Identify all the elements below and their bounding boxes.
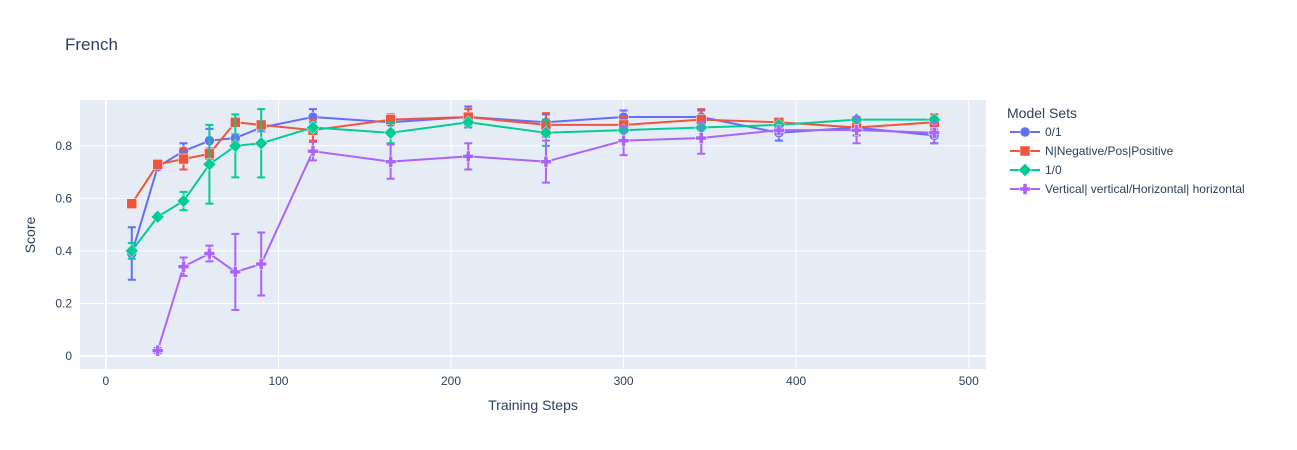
data-point[interactable] <box>126 198 138 209</box>
data-point[interactable] <box>850 124 863 136</box>
data-point[interactable] <box>229 266 242 278</box>
legend-item[interactable]: Vertical| vertical/Horizontal| horizonta… <box>1010 182 1245 196</box>
data-point[interactable] <box>307 145 319 157</box>
x-tick-label: 0 <box>103 374 110 388</box>
series-2 <box>124 108 942 260</box>
x-tick-label: 200 <box>441 374 461 388</box>
legend-label: Vertical| vertical/Horizontal| horizonta… <box>1045 182 1245 196</box>
legend-marker[interactable] <box>1019 126 1031 138</box>
data-point[interactable] <box>255 258 267 270</box>
y-tick-label: 0 <box>65 349 72 363</box>
y-tick-label: 0.4 <box>55 244 72 258</box>
legend: 0/1 N|Negative/Pos|Positive 1/0 Vertical| v… <box>1010 125 1245 196</box>
legend-label: 1/0 <box>1045 163 1062 177</box>
legend-item[interactable]: 1/0 <box>1010 163 1062 177</box>
data-point[interactable] <box>203 247 216 260</box>
data-point[interactable] <box>540 155 552 168</box>
legend-label: N|Negative/Pos|Positive <box>1045 144 1174 158</box>
data-point[interactable] <box>539 125 553 140</box>
y-tick-label: 0.8 <box>55 139 72 153</box>
y-tick-label: 0.2 <box>55 296 72 310</box>
legend-marker[interactable] <box>1018 163 1032 177</box>
data-point[interactable] <box>254 136 269 151</box>
legend-title: Model Sets <box>1007 105 1077 121</box>
data-point[interactable] <box>617 134 630 147</box>
series-line <box>156 129 935 351</box>
data-point[interactable] <box>152 159 163 170</box>
data-point[interactable] <box>461 115 476 130</box>
series-3 <box>151 116 940 357</box>
legend-marker[interactable] <box>1019 183 1031 195</box>
data-point[interactable] <box>306 120 320 135</box>
data-point[interactable] <box>384 155 397 168</box>
x-tick-label: 400 <box>786 374 806 388</box>
y-axis-ticks: 0 0.2 0.4 0.6 0.8 <box>55 139 72 363</box>
legend-marker[interactable] <box>1019 145 1031 157</box>
data-point[interactable] <box>150 209 165 224</box>
legend-item[interactable]: 0/1 <box>1010 125 1062 139</box>
x-tick-label: 500 <box>959 374 979 388</box>
data-point[interactable] <box>202 157 217 172</box>
data-point[interactable] <box>228 139 243 153</box>
x-tick-label: 100 <box>268 374 288 388</box>
gridlines <box>80 100 986 369</box>
chart-title: French <box>65 35 118 54</box>
x-axis-ticks: 0 100 200 300 400 500 <box>103 374 980 388</box>
y-tick-label: 0.6 <box>55 191 72 205</box>
data-point[interactable] <box>176 194 191 208</box>
legend-label: 0/1 <box>1045 125 1062 139</box>
data-point[interactable] <box>462 150 475 163</box>
data-point[interactable] <box>151 344 164 357</box>
data-point[interactable] <box>178 153 189 165</box>
data-point[interactable] <box>124 244 139 258</box>
data-point[interactable] <box>773 124 785 136</box>
data-point[interactable] <box>177 260 190 273</box>
legend-item[interactable]: N|Negative/Pos|Positive <box>1010 144 1174 158</box>
series-layer <box>124 105 942 357</box>
data-point[interactable] <box>383 125 398 140</box>
x-tick-label: 300 <box>614 374 634 388</box>
y-axis-title: Score <box>22 217 38 254</box>
data-point[interactable] <box>928 127 940 139</box>
data-point[interactable] <box>695 132 708 144</box>
x-axis-title: Training Steps <box>488 397 578 413</box>
